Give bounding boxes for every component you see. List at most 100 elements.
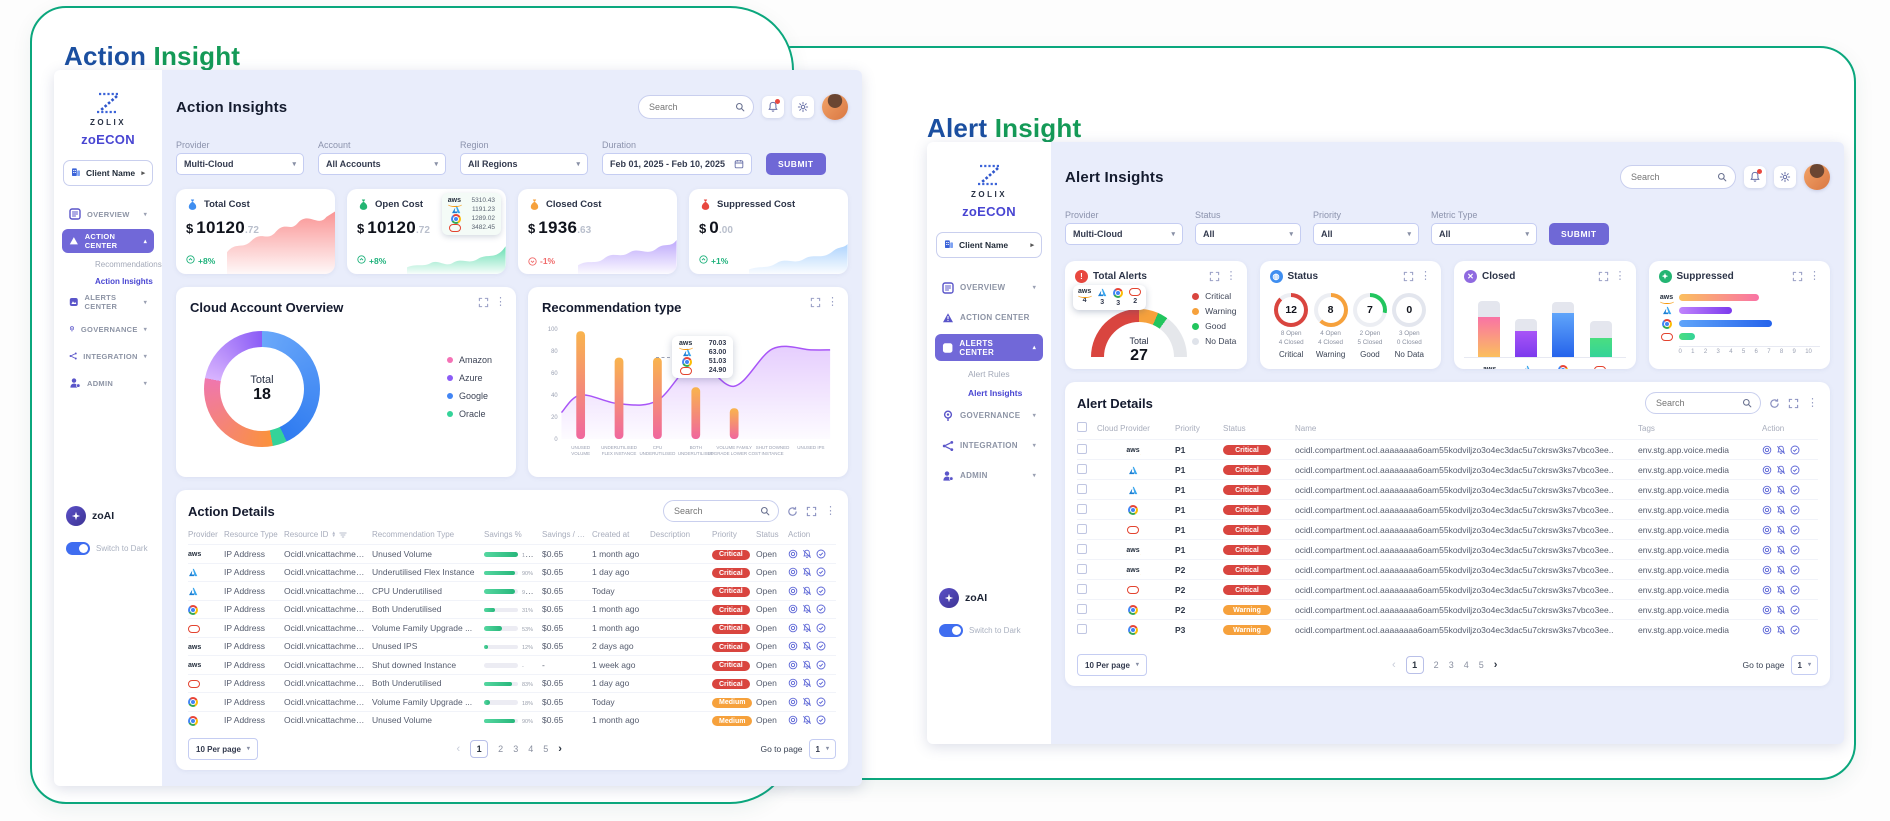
page-4[interactable]: 4	[1463, 660, 1469, 670]
search-icon[interactable]	[1742, 398, 1752, 408]
sidebar-subitem-action-insights[interactable]: Action Insights	[95, 277, 153, 286]
resolve-check-icon[interactable]	[816, 678, 826, 688]
view-icon[interactable]	[788, 715, 798, 725]
sidebar-item-integration[interactable]: INTEGRATION ▾	[62, 344, 154, 368]
view-icon[interactable]	[1762, 585, 1772, 595]
suppress-bell-slash-icon[interactable]	[1776, 625, 1786, 635]
row-checkbox[interactable]	[1077, 523, 1087, 534]
resolve-check-icon[interactable]	[816, 549, 826, 559]
refresh-icon[interactable]	[1769, 398, 1780, 409]
suppress-bell-slash-icon[interactable]	[1776, 525, 1786, 535]
suppress-bell-slash-icon[interactable]	[1776, 465, 1786, 475]
kebab-menu-icon[interactable]: ⋮	[495, 296, 506, 308]
previous-page-button[interactable]: ‹	[456, 743, 461, 755]
expand-icon[interactable]	[1403, 271, 1414, 282]
kebab-menu-icon[interactable]: ⋮	[825, 504, 836, 517]
suppress-bell-slash-icon[interactable]	[1776, 485, 1786, 495]
suppress-bell-slash-icon[interactable]	[802, 567, 812, 577]
filter-icon[interactable]	[339, 531, 347, 539]
resolve-check-icon[interactable]	[1790, 605, 1800, 615]
view-icon[interactable]	[1762, 565, 1772, 575]
suppress-bell-slash-icon[interactable]	[1776, 445, 1786, 455]
filter-duration-select[interactable]: Feb 01, 2025 - Feb 10, 2025	[602, 153, 752, 175]
page-3[interactable]: 3	[1448, 660, 1454, 670]
row-checkbox[interactable]	[1077, 583, 1087, 594]
filter-provider-select[interactable]: Multi-Cloud ▾	[176, 153, 304, 175]
sidebar-subitem-alert-insights[interactable]: Alert Insights	[968, 387, 1023, 398]
settings-button[interactable]	[792, 96, 814, 118]
previous-page-button[interactable]: ‹	[1392, 659, 1396, 671]
view-icon[interactable]	[788, 678, 798, 688]
filter-region-select[interactable]: All Regions ▾	[460, 153, 588, 175]
client-selector[interactable]: Client Name ▸	[63, 160, 153, 186]
table-search-input[interactable]	[1654, 397, 1736, 409]
view-icon[interactable]	[1762, 465, 1772, 475]
goto-page-select[interactable]: 1 ▾	[1790, 655, 1818, 675]
suppress-bell-slash-icon[interactable]	[802, 604, 812, 614]
page-3[interactable]: 3	[513, 744, 519, 754]
view-icon[interactable]	[1762, 485, 1772, 495]
resolve-check-icon[interactable]	[1790, 585, 1800, 595]
sidebar-item-admin[interactable]: ADMIN ▾	[935, 462, 1043, 489]
select-all-checkbox[interactable]	[1077, 422, 1087, 432]
view-icon[interactable]	[1762, 605, 1772, 615]
expand-icon[interactable]	[1788, 398, 1799, 409]
resolve-check-icon[interactable]	[816, 641, 826, 651]
view-icon[interactable]	[788, 567, 798, 577]
kebab-menu-icon[interactable]: ⋮	[827, 296, 838, 308]
sidebar-item-admin[interactable]: ADMIN ▾	[62, 371, 154, 395]
view-icon[interactable]	[1762, 525, 1772, 535]
dark-mode-toggle[interactable]	[939, 624, 963, 637]
page-5[interactable]: 5	[1478, 660, 1484, 670]
filter-provider-select[interactable]: Multi-Cloud ▾	[1065, 223, 1183, 245]
resolve-check-icon[interactable]	[1790, 565, 1800, 575]
view-icon[interactable]	[1762, 445, 1772, 455]
resolve-check-icon[interactable]	[816, 697, 826, 707]
sidebar-item-integration[interactable]: INTEGRATION ▾	[935, 432, 1043, 459]
next-page-button[interactable]: ›	[1493, 659, 1498, 671]
row-checkbox[interactable]	[1077, 543, 1087, 554]
kebab-menu-icon[interactable]: ⋮	[1614, 270, 1626, 282]
sidebar-item-action-center[interactable]: ACTION CENTER	[935, 304, 1043, 331]
expand-icon[interactable]	[1209, 271, 1220, 282]
submit-button[interactable]: SUBMIT	[766, 153, 826, 175]
page-5[interactable]: 5	[543, 744, 549, 754]
view-icon[interactable]	[788, 641, 798, 651]
sidebar-item-governance[interactable]: GOVERNANCE ▾	[935, 402, 1043, 429]
suppress-bell-slash-icon[interactable]	[802, 660, 812, 670]
suppress-bell-slash-icon[interactable]	[1776, 605, 1786, 615]
suppress-bell-slash-icon[interactable]	[802, 623, 812, 633]
sidebar-subitem-recommendations[interactable]: Recommendations	[95, 260, 162, 269]
kebab-menu-icon[interactable]: ⋮	[1809, 270, 1820, 282]
sort-icons[interactable]: ▲ ▼	[331, 530, 336, 538]
search-icon[interactable]	[760, 506, 770, 516]
sidebar-item-overview[interactable]: OVERVIEW ▾	[62, 202, 154, 226]
resolve-check-icon[interactable]	[816, 623, 826, 633]
expand-icon[interactable]	[478, 297, 489, 308]
resolve-check-icon[interactable]	[1790, 505, 1800, 515]
resolve-check-icon[interactable]	[816, 586, 826, 596]
kebab-menu-icon[interactable]: ⋮	[1420, 270, 1431, 282]
view-icon[interactable]	[788, 586, 798, 596]
search-icon[interactable]	[735, 102, 745, 112]
per-page-select[interactable]: 10 Per page ▾	[1077, 654, 1147, 676]
filter-metric-type-select[interactable]: All ▾	[1431, 223, 1537, 245]
resolve-check-icon[interactable]	[1790, 445, 1800, 455]
view-icon[interactable]	[1762, 505, 1772, 515]
client-selector[interactable]: Client Name ▸	[936, 232, 1042, 258]
avatar[interactable]	[1804, 164, 1830, 190]
sidebar-item-action-center[interactable]: ACTION CENTER ▴	[62, 229, 154, 253]
resolve-check-icon[interactable]	[816, 567, 826, 577]
resolve-check-icon[interactable]	[816, 715, 826, 725]
filter-priority-select[interactable]: All ▾	[1313, 223, 1419, 245]
resolve-check-icon[interactable]	[816, 660, 826, 670]
sidebar-item-alerts-center[interactable]: ALERTS CENTER ▾	[62, 290, 154, 314]
row-checkbox[interactable]	[1077, 623, 1087, 634]
settings-button[interactable]	[1774, 166, 1796, 188]
table-search-input[interactable]	[672, 505, 754, 517]
avatar[interactable]	[822, 94, 848, 120]
suppress-bell-slash-icon[interactable]	[802, 549, 812, 559]
header-search-input[interactable]	[647, 101, 729, 113]
next-page-button[interactable]: ›	[558, 743, 562, 755]
resolve-check-icon[interactable]	[1790, 465, 1800, 475]
